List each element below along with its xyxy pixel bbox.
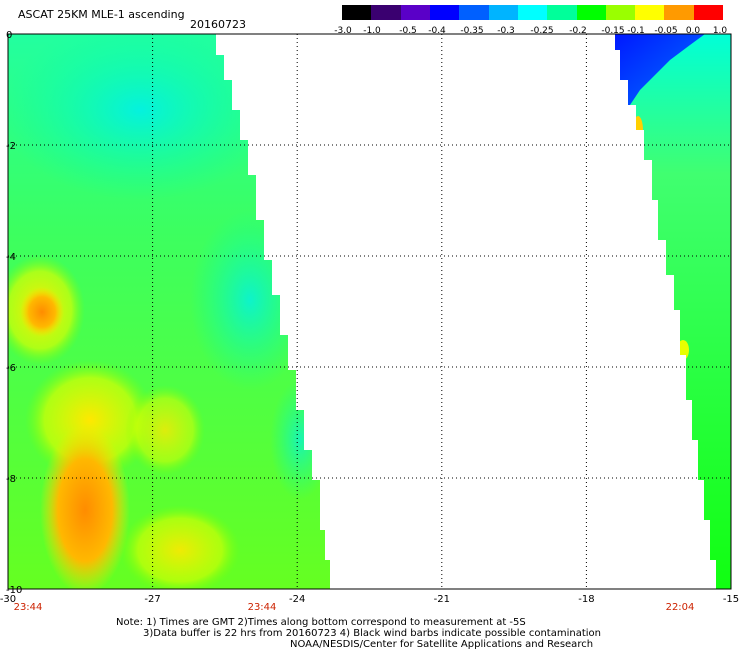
chart-date: 20160723 <box>190 18 246 31</box>
color-scale-label: -0.15 <box>601 26 625 36</box>
color-swatch-12 <box>693 5 724 20</box>
map-frame <box>7 33 732 590</box>
x-tick-label: -18 <box>578 594 594 605</box>
color-scale-label: -0.2 <box>569 26 587 36</box>
color-scale-label: -0.35 <box>460 26 484 36</box>
note-line-3: NOAA/NESDIS/Center for Satellite Applica… <box>290 639 594 650</box>
color-swatch-4 <box>459 5 489 20</box>
axis-ticks: -30 -27 -24 -21 -18 -15 0 -2 -4 -6 -8 -10 23:44 23:44… <box>0 30 739 613</box>
swath-time-label: 23:44 <box>248 602 277 613</box>
color-scale-label: -0.1 <box>627 26 645 36</box>
color-scale-labels: -3.0 -1.0 -0.5 -0.4 -0.35 -0.3 -0.25 -0.2 -0.15-… <box>330 26 740 38</box>
color-scale-label: -1.0 <box>363 26 381 36</box>
y-tick-label: -4 <box>6 252 16 263</box>
left-swath <box>8 34 330 589</box>
color-scale-label: -0.3 <box>497 26 515 36</box>
y-tick-label: -10 <box>6 585 22 596</box>
color-swatch-10 <box>635 5 665 20</box>
y-tick-label: -8 <box>6 474 16 485</box>
color-swatch-8 <box>576 5 606 20</box>
color-scale-label: -0.4 <box>428 26 446 36</box>
color-swatch-3 <box>429 5 460 20</box>
color-swatch-7 <box>547 5 577 20</box>
x-tick-label: -15 <box>723 594 739 605</box>
x-tick-label: -30 <box>0 594 16 605</box>
color-scale-label: -0.25 <box>530 26 554 36</box>
color-scale-label: -0.05 <box>654 26 678 36</box>
swath-time-label: 22:04 <box>666 602 695 613</box>
swath-time-label: 23:44 <box>14 602 43 613</box>
x-tick-label: -21 <box>434 594 450 605</box>
color-swatch-11 <box>664 5 694 20</box>
y-tick-label: -2 <box>6 141 16 152</box>
color-swatch-0 <box>342 5 372 20</box>
color-swatch-9 <box>605 5 636 20</box>
note-line-1: Note: 1) Times are GMT 2)Times along bot… <box>116 617 526 628</box>
chart-title: ASCAT 25KM MLE-1 ascending <box>18 8 185 21</box>
color-swatch-5 <box>488 5 518 20</box>
color-swatch-6 <box>517 5 548 20</box>
y-tick-label: -6 <box>6 363 16 374</box>
color-swatch-2 <box>400 5 430 20</box>
x-tick-label: -24 <box>289 594 305 605</box>
color-scale-label: 0.0 <box>685 26 701 36</box>
note-line-2: 3)Data buffer is 22 hrs from 20160723 4)… <box>143 628 601 639</box>
color-scale-bar <box>342 5 724 20</box>
x-tick-label: -27 <box>144 594 160 605</box>
right-swath <box>615 34 731 589</box>
lat-lon-grid <box>8 34 731 589</box>
color-scale-label: 1.0 <box>712 26 728 36</box>
color-scale-label: -3.0 <box>334 26 352 36</box>
color-swatch-1 <box>371 5 401 20</box>
y-tick-label: 0 <box>6 30 12 41</box>
color-scale-label: -0.5 <box>399 26 417 36</box>
